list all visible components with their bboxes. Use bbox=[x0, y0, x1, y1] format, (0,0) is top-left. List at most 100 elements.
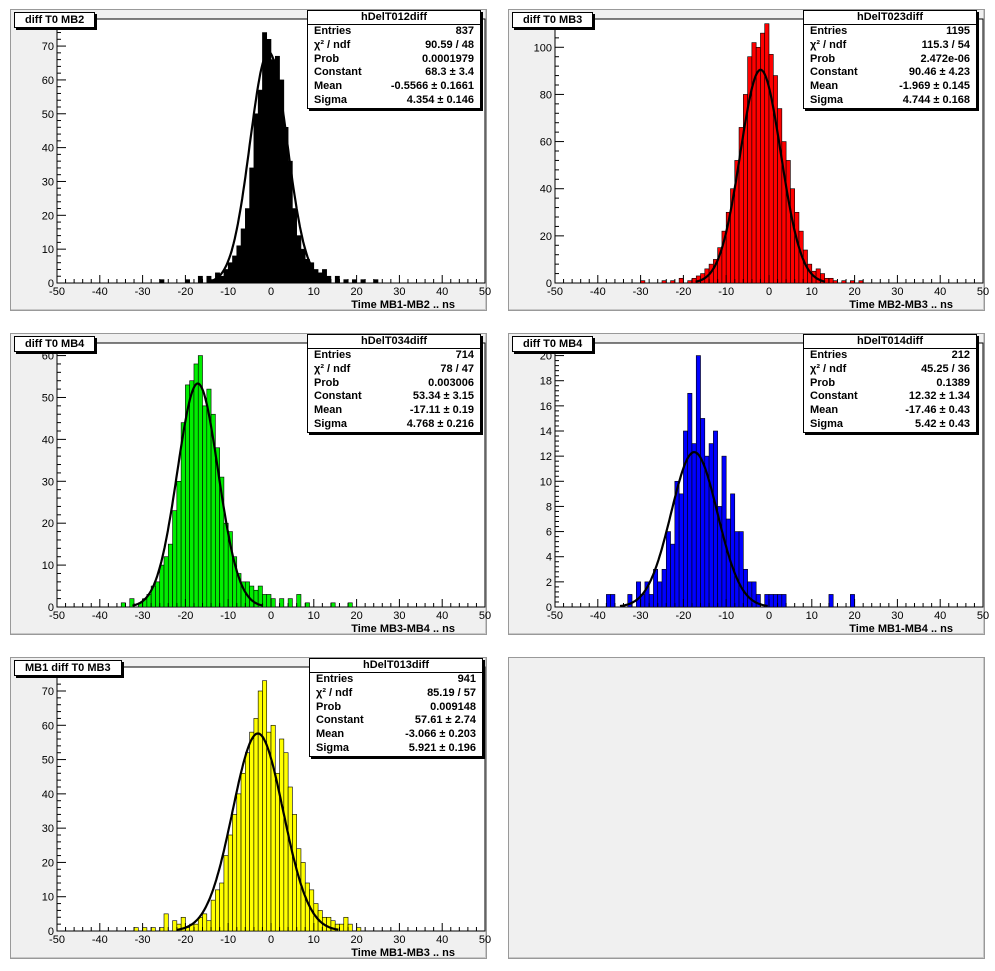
histogram-bar bbox=[785, 160, 791, 284]
x-tick-label: -50 bbox=[547, 610, 563, 622]
y-tick-label: 18 bbox=[540, 376, 552, 388]
x-tick-label: 10 bbox=[308, 934, 320, 946]
stats-key: Prob bbox=[810, 52, 836, 65]
histogram-bar bbox=[373, 279, 379, 284]
x-tick-label: 20 bbox=[350, 934, 362, 946]
histogram-bar bbox=[253, 113, 259, 284]
x-tick-label: -10 bbox=[718, 286, 734, 298]
gaussian-fit-curve bbox=[695, 68, 826, 283]
x-axis-label: Time MB2-MB3 .. ns bbox=[849, 299, 953, 311]
y-tick-label: 6 bbox=[546, 527, 552, 539]
stats-row: χ² / ndf 85.19 / 57 bbox=[310, 687, 482, 701]
y-tick-label: 16 bbox=[540, 401, 552, 413]
y-tick-label: 40 bbox=[42, 789, 54, 801]
x-tick-label: 50 bbox=[977, 610, 989, 622]
stats-value: 85.19 / 57 bbox=[427, 686, 476, 699]
histogram-bar bbox=[193, 923, 199, 932]
stats-title: hDelT012diff bbox=[308, 11, 480, 25]
histogram-bar bbox=[764, 23, 770, 284]
y-tick-label: 20 bbox=[540, 231, 552, 243]
histogram-bar bbox=[661, 280, 667, 284]
plot-pad-3: -50 -40 -30 -20 -10 0 10 20 30 40 50 0 10 20 30 40 50 60 T… bbox=[10, 333, 491, 635]
stats-value: -3.066 ± 0.203 bbox=[405, 728, 476, 741]
histogram-bar bbox=[283, 752, 289, 932]
pad-title: diff T0 MB4 bbox=[512, 336, 594, 352]
histogram-bar bbox=[180, 422, 186, 608]
x-tick-label: 0 bbox=[766, 610, 772, 622]
x-tick-label: -10 bbox=[220, 934, 236, 946]
x-tick-label: -30 bbox=[633, 610, 649, 622]
histogram-bar bbox=[343, 916, 349, 932]
histogram-bar bbox=[167, 543, 173, 608]
stats-row: Sigma 4.354 ± 0.146 bbox=[308, 94, 480, 108]
histogram-bar bbox=[206, 920, 212, 932]
histogram-bar bbox=[223, 855, 229, 932]
histogram-bar bbox=[695, 355, 701, 608]
histogram-bar bbox=[266, 731, 272, 932]
y-tick-label: 14 bbox=[540, 426, 552, 438]
x-tick-label: 50 bbox=[479, 610, 491, 622]
histogram-bar bbox=[270, 724, 276, 932]
stats-row: Prob 0.0001979 bbox=[308, 53, 480, 67]
y-tick-label: 0 bbox=[48, 926, 54, 938]
y-tick-label: 10 bbox=[42, 892, 54, 904]
x-tick-label: -50 bbox=[49, 286, 65, 298]
histogram-bar bbox=[133, 927, 139, 932]
plot-pad-4: -50 -40 -30 -20 -10 0 10 20 30 40 50 0 2 4 6 8 10 12 14 16 1… bbox=[508, 333, 989, 635]
histogram-bar bbox=[606, 594, 611, 608]
histogram-bar bbox=[249, 167, 255, 284]
histogram-bar bbox=[648, 594, 654, 608]
histogram-bar bbox=[193, 363, 199, 608]
x-tick-label: 10 bbox=[308, 286, 320, 298]
histogram-bar bbox=[279, 598, 285, 608]
stats-key: Prob bbox=[316, 700, 342, 713]
plot-pad-1: -50 -40 -30 -20 -10 0 10 20 30 40 50 0 10 20 30 40 50 60 7… bbox=[10, 9, 491, 311]
histogram-bar bbox=[172, 510, 178, 608]
histogram-bar bbox=[824, 277, 830, 284]
x-tick-label: 30 bbox=[393, 610, 405, 622]
x-tick-label: -20 bbox=[675, 286, 691, 298]
stats-title: hDelT014diff bbox=[804, 335, 976, 349]
histogram-bar bbox=[734, 531, 740, 608]
x-tick-label: -10 bbox=[718, 610, 734, 622]
histogram-bar bbox=[300, 248, 306, 284]
histogram-bar bbox=[360, 279, 366, 284]
x-tick-label: 20 bbox=[848, 610, 860, 622]
stats-key: Entries bbox=[810, 25, 848, 37]
histogram-bar bbox=[236, 793, 242, 932]
stats-key: Mean bbox=[810, 404, 839, 417]
stats-value: 941 bbox=[457, 673, 476, 685]
histogram-bar bbox=[219, 275, 225, 284]
y-tick-label: 80 bbox=[540, 89, 552, 101]
x-axis-label: Time MB1-MB4 .. ns bbox=[849, 623, 953, 635]
x-tick-label: -50 bbox=[49, 610, 65, 622]
histogram-bar bbox=[120, 602, 126, 608]
stats-key: Prob bbox=[810, 376, 836, 389]
histogram-bar bbox=[347, 923, 353, 932]
x-tick-label: 30 bbox=[393, 286, 405, 298]
histogram-bar bbox=[163, 913, 169, 932]
x-tick-label: -30 bbox=[633, 286, 649, 298]
histogram-bar bbox=[326, 916, 332, 932]
histogram-bar bbox=[343, 279, 349, 284]
histogram-bar bbox=[270, 598, 276, 608]
histogram-svg: -50 -40 -30 -20 -10 0 10 20 30 40 50 0 10 20 30 40 50 60 7… bbox=[42, 666, 491, 959]
y-tick-label: 50 bbox=[42, 392, 54, 404]
histogram-bar bbox=[159, 927, 165, 932]
stats-key: Constant bbox=[316, 714, 364, 727]
stats-row: Prob 0.009148 bbox=[310, 701, 482, 715]
y-tick-label: 40 bbox=[42, 143, 54, 155]
stats-row: Mean -3.066 ± 0.203 bbox=[310, 728, 482, 742]
histogram-bar bbox=[262, 680, 268, 932]
pad-title: diff T0 MB2 bbox=[14, 12, 96, 28]
stats-box: hDelT034diff Entries 714 χ² / ndf 78 / 47 Pr… bbox=[307, 334, 481, 433]
histogram-bar bbox=[334, 275, 340, 284]
stats-value: 0.003006 bbox=[428, 376, 474, 389]
stats-value: 115.3 / 54 bbox=[921, 38, 970, 51]
stats-key: Prob bbox=[314, 376, 340, 389]
y-tick-label: 60 bbox=[540, 137, 552, 149]
histogram-bar bbox=[832, 280, 838, 284]
stats-key: Entries bbox=[314, 349, 352, 361]
y-tick-label: 20 bbox=[42, 518, 54, 530]
stats-title: hDelT013diff bbox=[310, 659, 482, 673]
